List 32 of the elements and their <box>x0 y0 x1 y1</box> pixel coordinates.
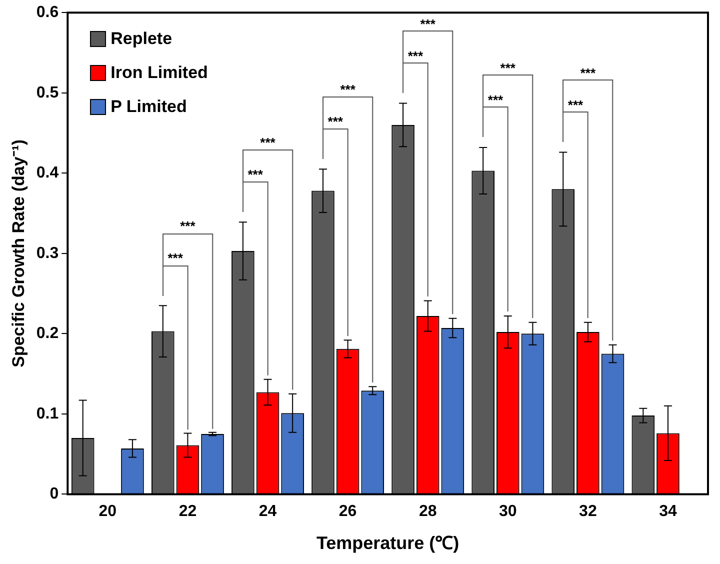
annotation: *** <box>408 48 424 64</box>
x-tick-label: 20 <box>98 503 117 520</box>
x-axis-title: Temperature (℃) <box>316 533 460 554</box>
annotation: *** <box>340 82 356 98</box>
legend-label: Iron Limited <box>110 62 208 83</box>
y-tick-label: 0 <box>50 486 59 503</box>
annotation: *** <box>420 16 436 32</box>
annotation: *** <box>328 114 344 130</box>
annotation: *** <box>168 250 184 266</box>
x-tick-label: 30 <box>498 503 517 520</box>
y-tick-label: 0.6 <box>36 4 59 22</box>
x-tick-label: 28 <box>418 503 437 520</box>
annotation: *** <box>488 92 504 108</box>
annotation: *** <box>568 97 584 112</box>
x-tick-label: 34 <box>659 503 677 520</box>
y-tick-label: 0.1 <box>36 405 59 422</box>
x-tick-label: 32 <box>579 503 597 520</box>
y-tick-label: 0.5 <box>36 84 59 102</box>
x-tick-label: 22 <box>178 503 197 520</box>
x-tick-label: 24 <box>258 503 277 520</box>
annotation: *** <box>500 60 516 76</box>
y-tick-label: 0.4 <box>36 164 59 182</box>
x-tick-label: 26 <box>338 503 357 520</box>
annotation: *** <box>180 218 196 234</box>
annotation: *** <box>260 135 276 150</box>
y-axis-title: Specific Growth Rate (day⁻¹) <box>8 139 28 368</box>
annotation: *** <box>248 167 264 182</box>
y-tick-label: 0.2 <box>36 325 59 342</box>
y-tick-label: 0.3 <box>36 244 59 262</box>
legend-label: Replete <box>110 28 172 49</box>
annotation: *** <box>580 65 596 80</box>
legend-label: P Limited <box>110 96 187 117</box>
